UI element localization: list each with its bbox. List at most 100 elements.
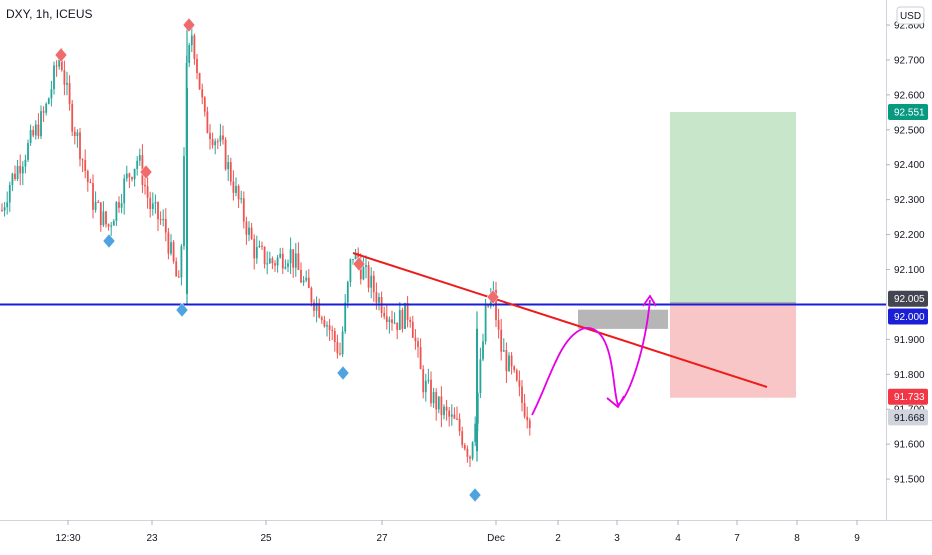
candle xyxy=(115,201,118,226)
candle-body xyxy=(19,165,22,174)
candle xyxy=(131,176,133,182)
candle xyxy=(349,258,352,287)
candle-body xyxy=(323,319,326,327)
candle-body xyxy=(435,392,438,410)
candle-body xyxy=(482,341,484,360)
candle xyxy=(14,165,16,181)
candle-body xyxy=(279,253,282,258)
candle-body xyxy=(99,202,102,226)
candle xyxy=(99,202,102,232)
price-tick-label: 91.500 xyxy=(894,475,925,486)
chart-title: DXY, 1h, ICEUS xyxy=(6,7,92,21)
candle-body xyxy=(297,253,300,270)
candle xyxy=(515,368,518,382)
candle-body xyxy=(300,269,302,283)
current-price-label: 92.005 xyxy=(894,294,925,305)
candle-body xyxy=(227,162,230,170)
candle-body xyxy=(224,139,227,170)
candle xyxy=(107,223,110,231)
candle-body xyxy=(430,379,432,404)
candle xyxy=(479,347,482,399)
candle-body xyxy=(419,347,422,370)
target-zone[interactable] xyxy=(670,111,796,303)
time-tick-label: 2 xyxy=(555,533,561,544)
projection-path[interactable] xyxy=(531,299,651,416)
candle xyxy=(284,259,287,270)
candle-body xyxy=(76,132,79,137)
candle-body xyxy=(487,305,490,307)
candle-body xyxy=(310,288,313,303)
grey-rectangle[interactable] xyxy=(578,309,668,329)
candle xyxy=(224,137,227,171)
candle xyxy=(276,254,279,273)
candle-body xyxy=(484,305,487,342)
candle xyxy=(71,99,74,137)
candle-body xyxy=(336,342,339,354)
candle xyxy=(336,334,339,359)
candle-body xyxy=(149,197,152,209)
candle-body xyxy=(443,406,445,416)
candle-body xyxy=(318,302,321,318)
price-scale-background xyxy=(886,0,932,550)
candle xyxy=(261,241,263,250)
candle xyxy=(370,267,373,299)
trendline[interactable] xyxy=(352,252,768,388)
candle-body xyxy=(177,276,180,278)
candle xyxy=(86,169,89,192)
candle-body xyxy=(521,386,523,403)
candle xyxy=(94,191,97,213)
candle-body xyxy=(123,178,126,204)
candle xyxy=(235,177,237,197)
candle xyxy=(383,306,386,320)
candle-body xyxy=(294,253,297,268)
candle xyxy=(398,302,401,331)
candle-body xyxy=(276,257,279,266)
candle-body xyxy=(138,155,141,161)
candle-body xyxy=(518,380,521,387)
candle xyxy=(3,201,6,217)
candle xyxy=(240,190,243,204)
currency-button[interactable]: USD xyxy=(896,6,925,25)
candle-body xyxy=(320,317,323,320)
candle-body xyxy=(328,325,331,331)
candle xyxy=(289,237,292,274)
candle-body xyxy=(253,238,256,259)
candle-body xyxy=(440,396,443,416)
candle xyxy=(510,352,513,375)
candle-body xyxy=(450,414,453,417)
candle-body xyxy=(349,259,352,282)
target-price-label: 92.551 xyxy=(894,107,925,118)
swing-low-marker xyxy=(468,487,482,503)
candle xyxy=(250,222,253,240)
candle-body xyxy=(375,292,378,303)
candle xyxy=(476,311,478,462)
support-price-label: 92.000 xyxy=(894,312,925,323)
candle-body xyxy=(16,165,19,179)
candle xyxy=(518,370,521,397)
time-tick-label: 3 xyxy=(614,533,620,544)
candle xyxy=(6,191,9,215)
candle-body xyxy=(235,186,237,193)
stop-price-label: 91.733 xyxy=(894,392,925,403)
current-price-badge: 92.005 xyxy=(888,290,928,307)
candle-body xyxy=(242,198,245,222)
stop-zone[interactable] xyxy=(670,302,796,398)
candle xyxy=(123,174,126,215)
candle xyxy=(466,445,469,463)
candle xyxy=(365,255,367,279)
candle xyxy=(253,234,256,270)
candle xyxy=(484,298,487,345)
candle-body xyxy=(271,258,274,264)
price-tick-label: 92.600 xyxy=(894,90,925,101)
candle xyxy=(339,342,341,356)
currency-label[interactable]: USD xyxy=(900,11,921,22)
candle xyxy=(331,325,334,341)
candle xyxy=(409,316,412,328)
candle xyxy=(196,53,198,80)
candle-body xyxy=(97,202,100,204)
candle xyxy=(68,75,71,111)
candle xyxy=(81,158,84,173)
candle xyxy=(432,387,435,408)
candle-body xyxy=(110,225,113,227)
candle xyxy=(388,316,391,334)
